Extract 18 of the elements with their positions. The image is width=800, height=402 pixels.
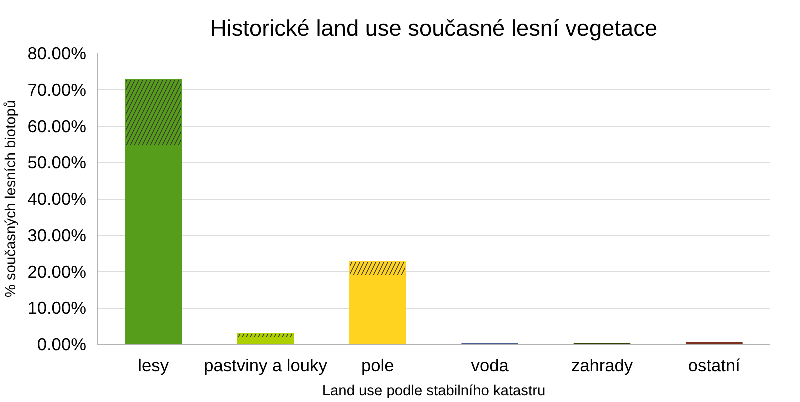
y-tick-label: 70.00%: [28, 80, 87, 100]
x-axis-title: Land use podle stabilního katastru: [322, 384, 546, 400]
y-tick-label: 40.00%: [28, 189, 87, 209]
y-tick-label: 50.00%: [28, 152, 87, 173]
chart-title: Historické land use současné lesní vegetace: [210, 15, 658, 41]
y-tick-label: 10.00%: [28, 298, 87, 318]
y-axis-title: % současných lesních biotopů: [4, 100, 20, 298]
x-tick-label: pole: [362, 356, 394, 376]
x-tick-label: pastviny a louky: [204, 356, 328, 376]
y-tick-label: 60.00%: [28, 116, 87, 136]
x-tick-label: lesy: [138, 356, 170, 376]
x-tick-label: ostatní: [688, 356, 741, 376]
y-tick-label: 0.00%: [37, 334, 87, 354]
x-tick-label: zahrady: [571, 356, 634, 376]
y-tick-label: 80.00%: [28, 44, 87, 64]
y-tick-label: 20.00%: [28, 262, 87, 282]
y-tick-label: 30.00%: [28, 225, 87, 246]
x-tick-label: voda: [471, 356, 510, 376]
